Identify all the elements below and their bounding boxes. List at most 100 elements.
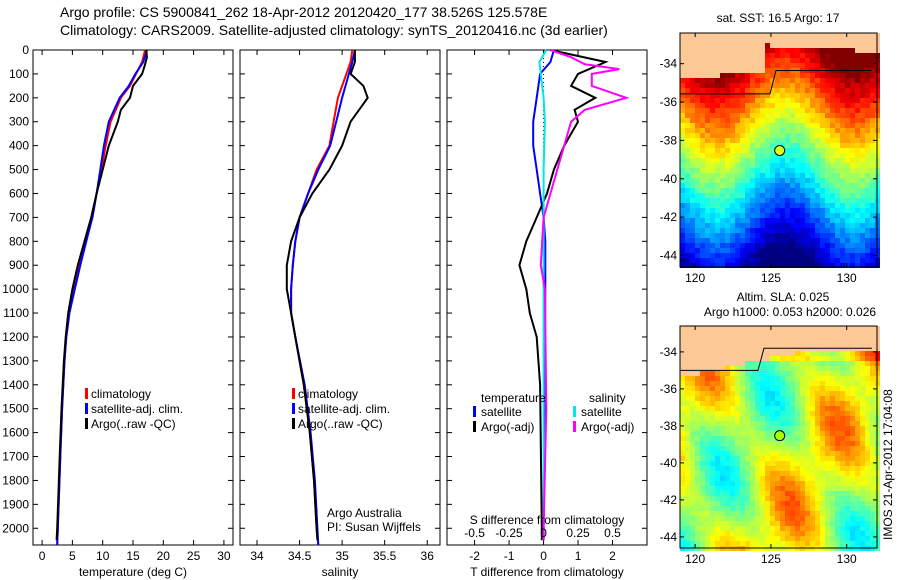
map-cell (775, 243, 780, 248)
map-cell (710, 103, 715, 108)
map-cell (765, 98, 770, 103)
map-cell (715, 213, 720, 218)
map-cell (810, 521, 815, 526)
map-cell (825, 386, 830, 391)
map-cell (690, 486, 695, 491)
map-cell (840, 203, 845, 208)
map-cell (715, 461, 720, 466)
map-cell (745, 361, 750, 366)
map-cell (835, 258, 840, 263)
map-cell (730, 63, 735, 68)
map-cell (855, 511, 860, 516)
map-cell (825, 258, 830, 263)
map-cell (805, 516, 810, 521)
map-cell (750, 33, 755, 38)
map-cell (775, 401, 780, 406)
map-cell (745, 258, 750, 263)
map-cell (705, 521, 710, 526)
map-cell (745, 351, 750, 356)
map-cell (850, 103, 855, 108)
map-cell (710, 63, 715, 68)
map-cell (760, 341, 765, 346)
map-cell (740, 391, 745, 396)
map-cell (695, 63, 700, 68)
map-cell (725, 401, 730, 406)
map-cell (825, 436, 830, 441)
map-cell (845, 396, 850, 401)
map-cell (740, 238, 745, 243)
lat-tick-label: -38 (660, 419, 678, 433)
map-cell (830, 108, 835, 113)
map-cell (765, 153, 770, 158)
map-cell (850, 491, 855, 496)
map-cell (780, 531, 785, 536)
map-cell (770, 491, 775, 496)
map-cell (870, 436, 875, 441)
map-cell (835, 208, 840, 213)
map-cell (835, 38, 840, 43)
map-cell (740, 481, 745, 486)
map-cell (870, 491, 875, 496)
map-cell (745, 456, 750, 461)
map-cell (750, 376, 755, 381)
map-cell (700, 133, 705, 138)
map-cell (835, 506, 840, 511)
map-cell (700, 336, 705, 341)
map-cell (690, 183, 695, 188)
map-cell (825, 238, 830, 243)
map-cell (680, 43, 685, 48)
map-cell (705, 88, 710, 93)
map-cell (845, 213, 850, 218)
map-cell (815, 386, 820, 391)
y-tick-label: 300 (9, 115, 29, 129)
map-cell (870, 53, 875, 58)
map-cell (790, 401, 795, 406)
map-cell (835, 193, 840, 198)
map-cell (695, 331, 700, 336)
map-cell (810, 506, 815, 511)
map-cell (855, 391, 860, 396)
map-cell (800, 531, 805, 536)
map-cell (860, 213, 865, 218)
map-cell (710, 263, 715, 268)
map-cell (820, 88, 825, 93)
map-cell (775, 238, 780, 243)
map-cell (835, 153, 840, 158)
map-cell (865, 183, 870, 188)
map-cell (680, 243, 685, 248)
map-cell (695, 346, 700, 351)
map-cell (855, 431, 860, 436)
map-cell (850, 253, 855, 258)
map-cell (790, 371, 795, 376)
map-cell (780, 183, 785, 188)
map-cell (800, 436, 805, 441)
map-cell (845, 446, 850, 451)
map-cell (690, 233, 695, 238)
map-cell (865, 178, 870, 183)
map-cell (775, 381, 780, 386)
map-cell (795, 228, 800, 233)
map-cell (825, 33, 830, 38)
map-cell (725, 431, 730, 436)
map-cell (835, 88, 840, 93)
map-cell (680, 421, 685, 426)
map-cell (725, 421, 730, 426)
map-cell (745, 486, 750, 491)
map-cell (735, 401, 740, 406)
map-cell (840, 461, 845, 466)
map-cell (870, 331, 875, 336)
map-cell (825, 331, 830, 336)
legend-swatch (573, 421, 576, 432)
map-cell (695, 541, 700, 546)
map-cell (685, 38, 690, 43)
map-cell (870, 208, 875, 213)
map-cell (855, 521, 860, 526)
map-cell (695, 371, 700, 376)
map-cell (795, 108, 800, 113)
map-cell (750, 526, 755, 531)
map-cell (710, 258, 715, 263)
map-cell (815, 376, 820, 381)
map-cell (725, 243, 730, 248)
map-cell (680, 48, 685, 53)
map-cell (755, 491, 760, 496)
